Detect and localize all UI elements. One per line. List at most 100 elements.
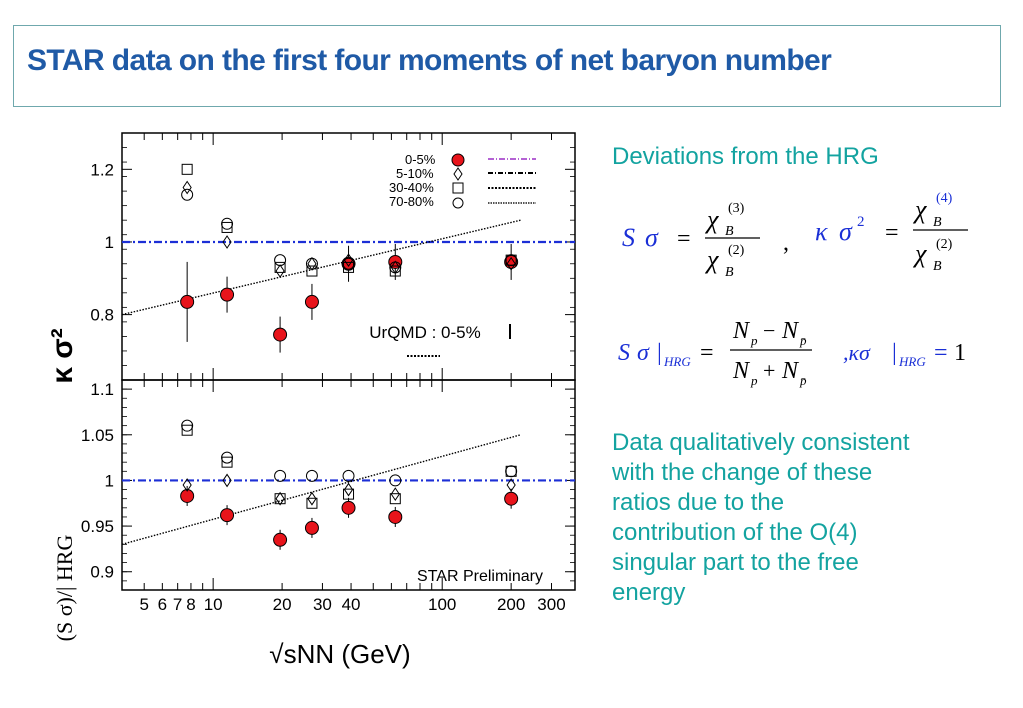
data-point-70-80 — [342, 469, 355, 482]
f1-num-order: (3) — [728, 201, 745, 216]
xtick-label: 6 — [158, 595, 167, 614]
data-point-70-80 — [221, 451, 234, 464]
xtick-label: 5 — [139, 595, 148, 614]
conclusion-line: ratios due to the — [612, 489, 785, 516]
f1-den-order: (2) — [728, 243, 745, 258]
data-point-0-5 — [273, 327, 288, 342]
data-point-5-10 — [275, 264, 285, 278]
f2-den-chi: χ — [912, 239, 927, 268]
f3-num-N1: N — [732, 318, 751, 344]
ytick-label: 1 — [105, 233, 114, 252]
data-point-30-40 — [181, 424, 193, 436]
f3-S: S — [618, 340, 630, 366]
ytick-label: 0.8 — [90, 306, 114, 325]
hrg-formulas: S σ = χ B (3) χ B (2) , κ σ 2 = χ B (4) … — [618, 191, 968, 388]
f3-kappa: ,κσ — [843, 340, 871, 365]
data-point-70-80 — [274, 254, 287, 267]
xtick-label: 20 — [273, 595, 292, 614]
legend-marker-0 — [451, 153, 465, 167]
xtick-label: 300 — [537, 595, 565, 614]
ytick-label: 1.2 — [90, 160, 114, 179]
conclusion-text: Data qualitatively consistent with the c… — [612, 428, 1012, 608]
f3-den-p1: p — [750, 373, 758, 388]
data-point-0-5 — [180, 488, 195, 503]
conclusion-line: singular part to the free — [612, 549, 859, 576]
f3-num-N2: N — [781, 318, 800, 344]
data-point-70-80 — [305, 257, 318, 270]
data-point-70-80 — [505, 254, 518, 267]
f1-sigma: σ — [645, 223, 659, 252]
legend-label-2: 30-40% — [389, 180, 434, 195]
f3-num-p2: p̄ — [799, 333, 807, 348]
legend-marker-1 — [453, 167, 463, 181]
data-point-30-40 — [306, 497, 318, 509]
legend-label-1: 5-10% — [396, 166, 434, 181]
urqmd-trend-line — [122, 434, 521, 546]
f3-den-plus: + — [763, 358, 775, 383]
data-point-70-80 — [181, 419, 194, 432]
data-point-5-10 — [307, 491, 317, 506]
f1-den-B: B — [725, 265, 734, 280]
s-sigma-panel: 0.9 0.95 1 1.05 1.1 5 6 7 8 10 20 30 40 100 200 300 — [81, 379, 576, 614]
data-point-0-5 — [504, 491, 519, 506]
urqmd-trend-line — [122, 219, 521, 316]
f2-num-chi: χ — [912, 195, 927, 224]
legend: 0-5% 5-10% 30-40% 70-80% — [389, 152, 536, 209]
legend-label-0: 0-5% — [405, 152, 436, 167]
moments-chart: 0.8 1 1.2 0.9 0.95 1 1.05 1.1 5 6 7 8 10 20 30 40 100 20… — [46, 132, 576, 669]
legend-marker-3 — [452, 197, 464, 209]
f1-num-B: B — [725, 224, 734, 239]
f3-num-minus: − — [763, 318, 775, 343]
top-plot-area — [122, 163, 575, 357]
xtick-label: 10 — [204, 595, 223, 614]
data-point-0-5 — [304, 294, 319, 309]
top-annotation: UrQMD : 0-5% — [369, 323, 480, 342]
f2-den-order: (2) — [936, 237, 953, 252]
xtick-label: 200 — [497, 595, 525, 614]
data-point-70-80 — [389, 261, 402, 274]
data-point-30-40 — [181, 163, 193, 175]
data-point-70-80 — [221, 217, 234, 230]
xtick-label: 30 — [313, 595, 332, 614]
ytick-label: 1 — [105, 471, 114, 490]
bottom-annotation: STAR Preliminary — [417, 568, 543, 585]
data-point-5-10 — [343, 482, 354, 497]
bottom-plot-area — [122, 419, 575, 550]
data-point-5-10 — [222, 473, 232, 488]
data-point-70-80 — [305, 469, 318, 482]
f2-num-order: (4) — [936, 191, 953, 206]
bottom-ylabel: (S σ)/| HRG — [52, 535, 77, 642]
data-point-70-80 — [505, 465, 518, 478]
title-frame: STAR data on the first four moments of n… — [13, 25, 1001, 107]
data-point-30-40 — [505, 465, 517, 477]
data-point-5-10 — [307, 256, 317, 271]
f3-one: 1 — [954, 340, 966, 366]
f1-den-chi: χ — [704, 245, 719, 274]
data-point-30-40 — [274, 261, 286, 273]
data-point-30-40 — [221, 456, 233, 468]
data-point-70-80 — [274, 469, 287, 482]
f3-bar: | — [657, 340, 662, 366]
data-point-30-40 — [389, 493, 401, 505]
f3-den-p2: p̄ — [799, 373, 807, 388]
f1-num-chi: χ — [704, 205, 719, 234]
conclusion-line: energy — [612, 579, 686, 606]
data-point-5-10 — [275, 491, 285, 506]
deviations-heading: Deviations from the HRG — [612, 143, 879, 170]
f2-den-B: B — [933, 259, 942, 274]
data-point-70-80 — [181, 188, 194, 201]
data-point-5-10 — [182, 478, 192, 492]
f3-den-N2: N — [781, 358, 800, 384]
data-point-0-5 — [220, 508, 235, 523]
xtick-label: 8 — [186, 595, 195, 614]
legend-marker-2 — [452, 182, 464, 194]
f2-sigma: σ — [839, 217, 853, 246]
kappa-sigma-panel: 0.8 1 1.2 — [90, 132, 576, 381]
f3-eq: = — [700, 340, 714, 366]
f2-eq: = — [885, 220, 899, 246]
xtick-label: 7 — [173, 595, 182, 614]
conclusion-line: Data qualitatively consistent — [612, 429, 910, 456]
data-point-5-10 — [222, 235, 232, 249]
data-point-5-10 — [343, 253, 354, 268]
xlabel: √sNN (GeV) — [269, 639, 410, 669]
